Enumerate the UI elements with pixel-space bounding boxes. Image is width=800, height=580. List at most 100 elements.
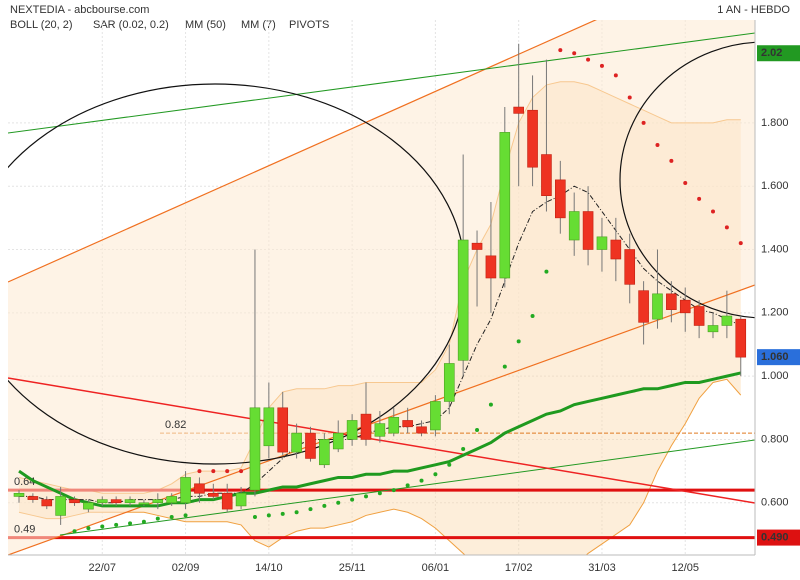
sar-dot bbox=[599, 63, 604, 68]
pivot-box bbox=[757, 529, 800, 546]
candle-body bbox=[402, 420, 413, 428]
candle-body bbox=[346, 420, 358, 440]
sar-dot bbox=[697, 196, 702, 201]
y-tick-label: 0.800 bbox=[761, 433, 789, 445]
sar-dot bbox=[586, 57, 591, 62]
mm50-line bbox=[18, 371, 742, 508]
x-tick-label: 02/09 bbox=[172, 562, 200, 574]
sar-dot bbox=[724, 225, 729, 230]
sar-dot bbox=[239, 469, 244, 474]
sar-dot bbox=[475, 427, 480, 432]
sar-dot bbox=[100, 524, 105, 529]
legend-boll[interactable]: BOLL (20, 2) bbox=[10, 19, 73, 31]
candle-body bbox=[166, 496, 177, 504]
chart-title: NEXTEDIA - abcbourse.com bbox=[10, 4, 149, 16]
candle-body bbox=[527, 109, 538, 168]
sar-dot bbox=[280, 511, 285, 516]
x-tick-label: 14/10 bbox=[255, 562, 283, 574]
candle-body bbox=[374, 423, 386, 437]
candle-body bbox=[263, 407, 275, 447]
boll-lower bbox=[18, 378, 742, 555]
x-tick-label: 06/01 bbox=[422, 562, 450, 574]
trend-green-lower bbox=[59, 439, 755, 536]
sar-dot bbox=[364, 494, 368, 499]
sar-dot bbox=[558, 48, 563, 53]
candle-body bbox=[596, 236, 608, 250]
candle-body bbox=[416, 426, 427, 434]
candle-body bbox=[69, 499, 80, 504]
y-tick-label: 1.600 bbox=[761, 180, 789, 192]
candle-body bbox=[568, 211, 580, 241]
sar-dot bbox=[641, 120, 646, 125]
candle-body bbox=[138, 502, 150, 505]
sar-dot bbox=[183, 513, 188, 518]
candle-body bbox=[305, 432, 316, 459]
candle-body bbox=[221, 492, 233, 510]
sar-dot bbox=[225, 469, 230, 474]
candle-body bbox=[388, 416, 400, 434]
sar-dot bbox=[461, 446, 466, 451]
candle-body bbox=[83, 502, 94, 510]
candle-body bbox=[666, 293, 677, 310]
period[interactable]: 1 AN - HEBDO bbox=[717, 4, 790, 16]
candle-body bbox=[499, 132, 511, 279]
candle-body bbox=[96, 499, 108, 504]
channel-lower bbox=[8, 284, 755, 555]
legend-sar[interactable]: SAR (0.02, 0.2) bbox=[93, 19, 169, 31]
x-tick-label: 31/03 bbox=[588, 562, 616, 574]
last-box bbox=[757, 349, 800, 366]
sar-dot bbox=[72, 529, 77, 534]
legend-pivots[interactable]: PIVOTS bbox=[289, 19, 329, 31]
sar-dot bbox=[655, 143, 660, 148]
sar-dot bbox=[683, 181, 688, 186]
candle-body bbox=[180, 477, 191, 504]
candle-body bbox=[624, 249, 636, 285]
trend-green-upper bbox=[8, 32, 755, 134]
sar-dot bbox=[350, 497, 355, 502]
pivot-label: 0.82 bbox=[165, 419, 186, 431]
y-tick-label: 1.800 bbox=[761, 117, 789, 129]
candle-body bbox=[332, 432, 344, 450]
sar-dot bbox=[114, 522, 119, 527]
ellipse-right bbox=[619, 41, 755, 319]
candle-body bbox=[55, 496, 66, 516]
pivot-label: 0.49 bbox=[14, 523, 35, 535]
legend-mm50[interactable]: MM (50) bbox=[185, 19, 226, 31]
sar-dot bbox=[627, 95, 632, 100]
x-tick-label: 25/11 bbox=[339, 562, 366, 574]
sar-dot bbox=[141, 519, 146, 524]
candle-body bbox=[291, 432, 302, 453]
candle-body bbox=[194, 483, 205, 494]
sar-dot bbox=[738, 241, 743, 246]
x-tick-label: 12/05 bbox=[671, 562, 699, 574]
last-label: 1.060 bbox=[761, 351, 789, 363]
legend-mm7[interactable]: MM (7) bbox=[241, 19, 276, 31]
candle-body bbox=[27, 496, 39, 500]
sar-dot bbox=[530, 313, 535, 318]
trend-red bbox=[8, 377, 755, 504]
y-tick-label: 1.200 bbox=[761, 307, 789, 319]
pivot-label: 0.64 bbox=[14, 476, 35, 488]
x-tick-label: 17/02 bbox=[505, 562, 533, 574]
sar-dot bbox=[128, 521, 133, 526]
sar-dot bbox=[502, 364, 507, 369]
candle-body bbox=[249, 407, 261, 491]
candle-body bbox=[430, 401, 441, 431]
candle-body bbox=[541, 154, 552, 196]
sar-dot bbox=[544, 269, 549, 274]
sar-dot bbox=[197, 469, 202, 474]
candle-body bbox=[110, 499, 122, 504]
pivot-axis-label: 0.490 bbox=[761, 531, 789, 543]
sar-dot bbox=[391, 488, 396, 493]
sar-dot bbox=[488, 402, 493, 407]
candle-body bbox=[319, 439, 330, 466]
candle-body bbox=[277, 407, 289, 453]
candle-body bbox=[208, 492, 219, 497]
candle-body bbox=[652, 293, 663, 320]
sar-dot bbox=[613, 73, 618, 78]
y-tick-label: 1.000 bbox=[761, 370, 789, 382]
candle-body bbox=[360, 413, 372, 440]
candle-body bbox=[721, 315, 733, 326]
x-tick-label: 22/07 bbox=[89, 562, 117, 574]
